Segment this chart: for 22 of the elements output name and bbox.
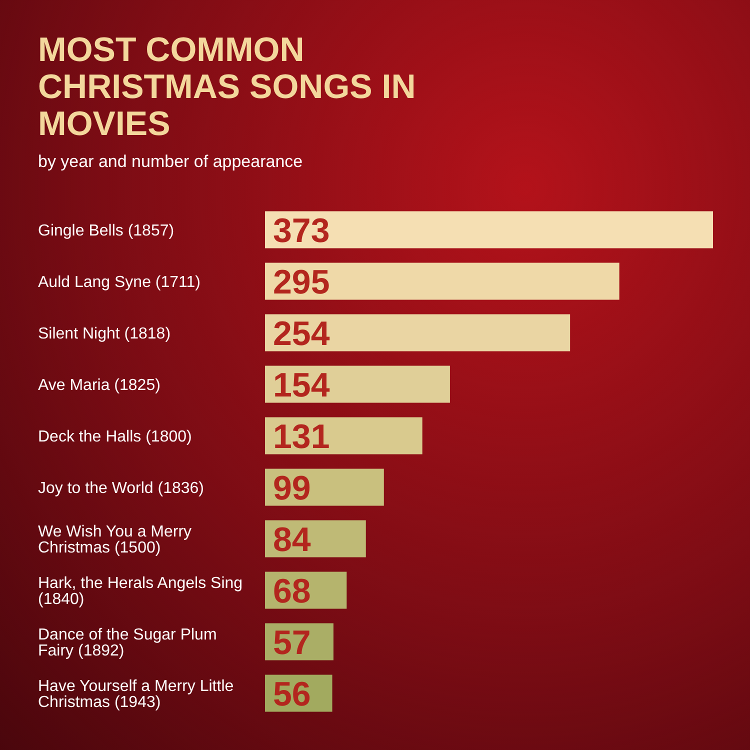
y-tick-label: Ave Maria (1825) bbox=[38, 376, 160, 394]
data-label: 57 bbox=[273, 624, 311, 662]
data-label: 131 bbox=[273, 418, 330, 456]
data-label: 99 bbox=[273, 469, 311, 508]
data-label: 373 bbox=[273, 212, 330, 250]
y-tick-label: Have Yourself a Merry Little Christmas (1943) bbox=[38, 678, 234, 711]
y-tick-label: Joy to the World (1836) bbox=[38, 480, 204, 497]
chart-subtitle: by year and number of appearance bbox=[38, 152, 303, 172]
y-tick-label: Hark, the Herals Angels Sing (1840) bbox=[38, 574, 243, 608]
y-tick-label: Dance of the Sugar Plum Fairy (1892) bbox=[38, 626, 217, 660]
y-tick-label: Deck the Halls (1800) bbox=[38, 428, 192, 446]
chart-title: MOST COMMON CHRISTMAS SONGS IN MOVIES bbox=[38, 31, 417, 143]
data-label: 84 bbox=[273, 520, 311, 559]
data-label: 154 bbox=[273, 366, 330, 404]
data-label: 254 bbox=[273, 314, 330, 353]
y-tick-label: Gingle Bells (1857) bbox=[38, 222, 174, 240]
data-label: 56 bbox=[273, 675, 311, 714]
data-label: 295 bbox=[273, 263, 330, 302]
data-label: 68 bbox=[273, 572, 311, 610]
y-tick-label: We Wish You a Merry Christmas (1500) bbox=[38, 523, 192, 556]
y-tick-label: Silent Night (1818) bbox=[38, 325, 171, 342]
y-tick-label: Auld Lang Syne (1711) bbox=[38, 274, 200, 291]
